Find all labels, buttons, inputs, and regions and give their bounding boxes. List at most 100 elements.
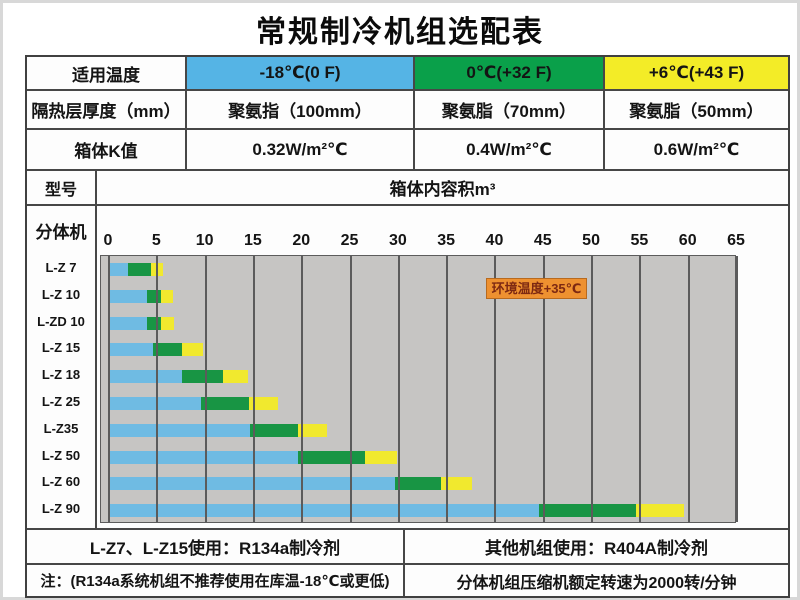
model-label: L-Z 18 [41,367,81,383]
k-value-row-label: 箱体K值 [27,130,187,169]
chart-region: 分体机 L-Z 7 L-Z 10 L-ZD 10 L-Z 15 L-Z 18 L-Z 25… [27,206,788,530]
x-tick-label: 10 [195,232,214,249]
x-tick-label: 60 [678,232,697,249]
model-label: L-Z 50 [41,447,81,463]
bar-segment [182,370,223,384]
bar-segment [109,262,129,276]
model-label: L-Z 10 [41,286,81,302]
note-row: 注：(R134a系统机组不推荐使用在库温-18℃或更低) 分体机组压缩机额定转速… [27,565,788,596]
bar-segment [146,289,162,303]
insulation-cell-2: 聚氨脂（50mm） [629,102,764,121]
bar-segment [161,289,173,303]
model-labels: L-Z 7 L-Z 10 L-ZD 10 L-Z 15 L-Z 18 L-Z 25 L-Z3… [27,255,95,523]
gridline [687,256,690,522]
x-tick-label: 55 [630,232,649,249]
plot-area: 环境温度+35℃ [100,255,738,523]
unit-type-label: 分体机 [35,223,87,242]
gridline [156,256,159,522]
gridline [349,256,352,522]
bar-segment [153,343,183,357]
x-tick-label: 45 [533,232,552,249]
gridline [639,256,642,522]
model-label: L-Z 15 [41,340,81,356]
gridline [204,256,207,522]
k-value-cell-2: 0.6W/m²℃ [653,139,740,159]
insulation-row: 隔热层厚度（mm） 聚氨指（100mm） 聚氨脂（70mm） 聚氨脂（50mm） [27,91,788,130]
x-tick-label: 0 [103,232,113,249]
x-tick-label: 5 [151,232,161,249]
refrigerant-row: L-Z7、L-Z15使用：R134a制冷剂 其他机组使用：R404A制冷剂 [27,530,788,565]
gridline [494,256,497,522]
bar-segment [109,396,201,410]
model-header-row: 型号 箱体内容积m³ [27,171,788,206]
insulation-row-label: 隔热层厚度（mm） [27,91,187,128]
gridline [446,256,449,522]
bar-segment [109,370,183,384]
gridline [542,256,545,522]
insulation-cell-1: 聚氨脂（70mm） [415,91,605,128]
bar-segment [365,450,397,464]
model-label: L-Z35 [43,420,79,436]
refrigerant-note-left: L-Z7、L-Z15使用：R134a制冷剂 [27,530,405,563]
x-tick-label: 30 [388,232,407,249]
bar-segment [182,343,203,357]
model-label: L-ZD 10 [37,313,85,329]
gridline [252,256,255,522]
gridline [301,256,304,522]
gridline [736,256,738,522]
temp-cell-0: -18℃(0 F) [187,57,415,89]
x-axis: 0 5 10 15 20 25 30 35 40 45 50 55 60 65 [97,206,788,255]
x-tick-label: 35 [437,232,456,249]
bar-segment [146,316,162,330]
gridline [397,256,400,522]
bar-segment [441,477,473,491]
model-row-label: 型号 [27,171,97,204]
bar-segment [109,504,539,518]
gridline [108,256,110,522]
bar-segment [109,477,395,491]
bar-segment [394,477,442,491]
bar-segment [223,370,249,384]
gridline [591,256,594,522]
page-title: 常规制冷机组选配表 [256,16,544,49]
refrigerant-note-right: 其他机组使用：R404A制冷剂 [485,539,708,558]
k-value-row: 箱体K值 0.32W/m²℃ 0.4W/m²℃ 0.6W/m²℃ [27,130,788,171]
volume-header-label: 箱体内容积m³ [389,180,496,199]
bar-segment [109,316,147,330]
model-label: L-Z 90 [41,501,81,517]
x-tick-label: 25 [340,232,359,249]
bar-segment [109,423,251,437]
bottom-note-left: 注：(R134a系统机组不推荐使用在库温-18℃或更低) [27,565,405,596]
temperature-row-label: 适用温度 [27,57,187,89]
bar-segment [109,343,154,357]
model-label: L-Z 60 [41,474,81,490]
bar-segment [200,396,250,410]
chart-annotation: 环境温度+35℃ [485,278,588,299]
k-value-cell-1: 0.4W/m²℃ [415,130,605,169]
model-label: L-Z 25 [41,394,81,409]
bar-segment [298,450,366,464]
bar-segment [249,396,279,410]
x-tick-label: 15 [244,232,262,249]
model-label: L-Z 7 [45,260,77,275]
x-tick-label: 50 [582,232,600,249]
x-tick-label: 65 [727,232,745,249]
bar-segment [161,316,174,330]
x-tick-label: 40 [485,232,504,249]
selection-table: 适用温度 -18℃(0 F) 0℃(+32 F) +6℃(+43 F) 隔热层厚… [25,55,790,598]
x-tick-label: 20 [292,232,311,249]
bottom-note-right: 分体机组压缩机额定转速为2000转/分钟 [456,574,737,592]
k-value-cell-0: 0.32W/m²℃ [187,130,415,169]
bar-segment [128,262,151,276]
temperature-row: 适用温度 -18℃(0 F) 0℃(+32 F) +6℃(+43 F) [27,57,788,91]
chart-left-column: 分体机 L-Z 7 L-Z 10 L-ZD 10 L-Z 15 L-Z 18 L-Z 25… [27,206,97,528]
bar-segment [109,289,147,303]
temp-cell-1: 0℃(+32 F) [415,57,605,89]
bar-segment [538,504,636,518]
insulation-cell-0: 聚氨指（100mm） [187,91,415,128]
bar-segment [298,423,328,437]
bar-segment [250,423,299,437]
temp-cell-2: +6℃(+43 F) [605,57,788,89]
bar-segment [635,504,684,518]
